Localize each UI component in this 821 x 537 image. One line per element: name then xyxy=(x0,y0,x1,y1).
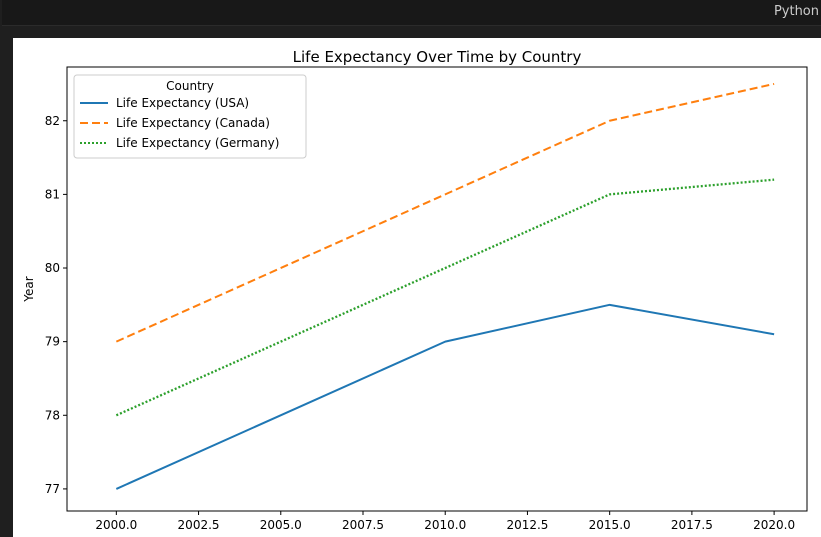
legend-label: Life Expectancy (USA) xyxy=(116,96,249,110)
legend-label: Life Expectancy (Germany) xyxy=(116,136,279,150)
legend: Country Life Expectancy (USA) Life Expecta… xyxy=(73,74,307,159)
x-tick-label: 2005.0 xyxy=(260,518,302,532)
chart-title: Life Expectancy Over Time by Country xyxy=(293,48,582,66)
chart-figure: 2000.0 2002.5 2005.0 2007.5 2010.0 2012.5 2015… xyxy=(13,38,821,537)
series-lines xyxy=(115,82,775,490)
plot-frame xyxy=(66,66,808,512)
x-tick-label: 2000.0 xyxy=(95,518,137,532)
legend-label: Life Expectancy (Canada) xyxy=(116,116,270,130)
legend-title: Country xyxy=(166,79,214,93)
x-tick-label: 2020.0 xyxy=(753,518,795,532)
language-mode-label[interactable]: Python xyxy=(773,4,819,19)
line-chart: 2000.0 2002.5 2005.0 2007.5 2010.0 2012.5 2015… xyxy=(22,48,808,532)
x-tick-label: 2010.0 xyxy=(424,518,466,532)
x-tick-label: 2002.5 xyxy=(178,518,220,532)
y-tick-label: 78 xyxy=(45,408,60,422)
series-line-life-expectancy-canada xyxy=(115,82,775,343)
y-tick-label: 82 xyxy=(45,114,60,128)
y-tick-label: 77 xyxy=(45,482,60,496)
x-tick-label: 2017.5 xyxy=(671,518,713,532)
y-tick-label: 79 xyxy=(45,335,60,349)
y-axis-label: Year xyxy=(22,276,36,302)
series-line-life-expectancy-germany xyxy=(115,178,775,417)
x-tick-label: 2015.0 xyxy=(589,518,631,532)
editor-toolbar: Python xyxy=(0,0,821,27)
y-tick-label: 80 xyxy=(45,261,60,275)
editor-toolbar-strip: Python xyxy=(2,0,821,26)
x-tick-label: 2007.5 xyxy=(342,518,384,532)
y-tick-label: 81 xyxy=(45,187,60,201)
axes: 2000.0 2002.5 2005.0 2007.5 2010.0 2012.5 2015… xyxy=(45,66,808,532)
series-line-life-expectancy-usa xyxy=(115,303,775,490)
legend-box xyxy=(73,74,307,159)
x-tick-label: 2012.5 xyxy=(506,518,548,532)
